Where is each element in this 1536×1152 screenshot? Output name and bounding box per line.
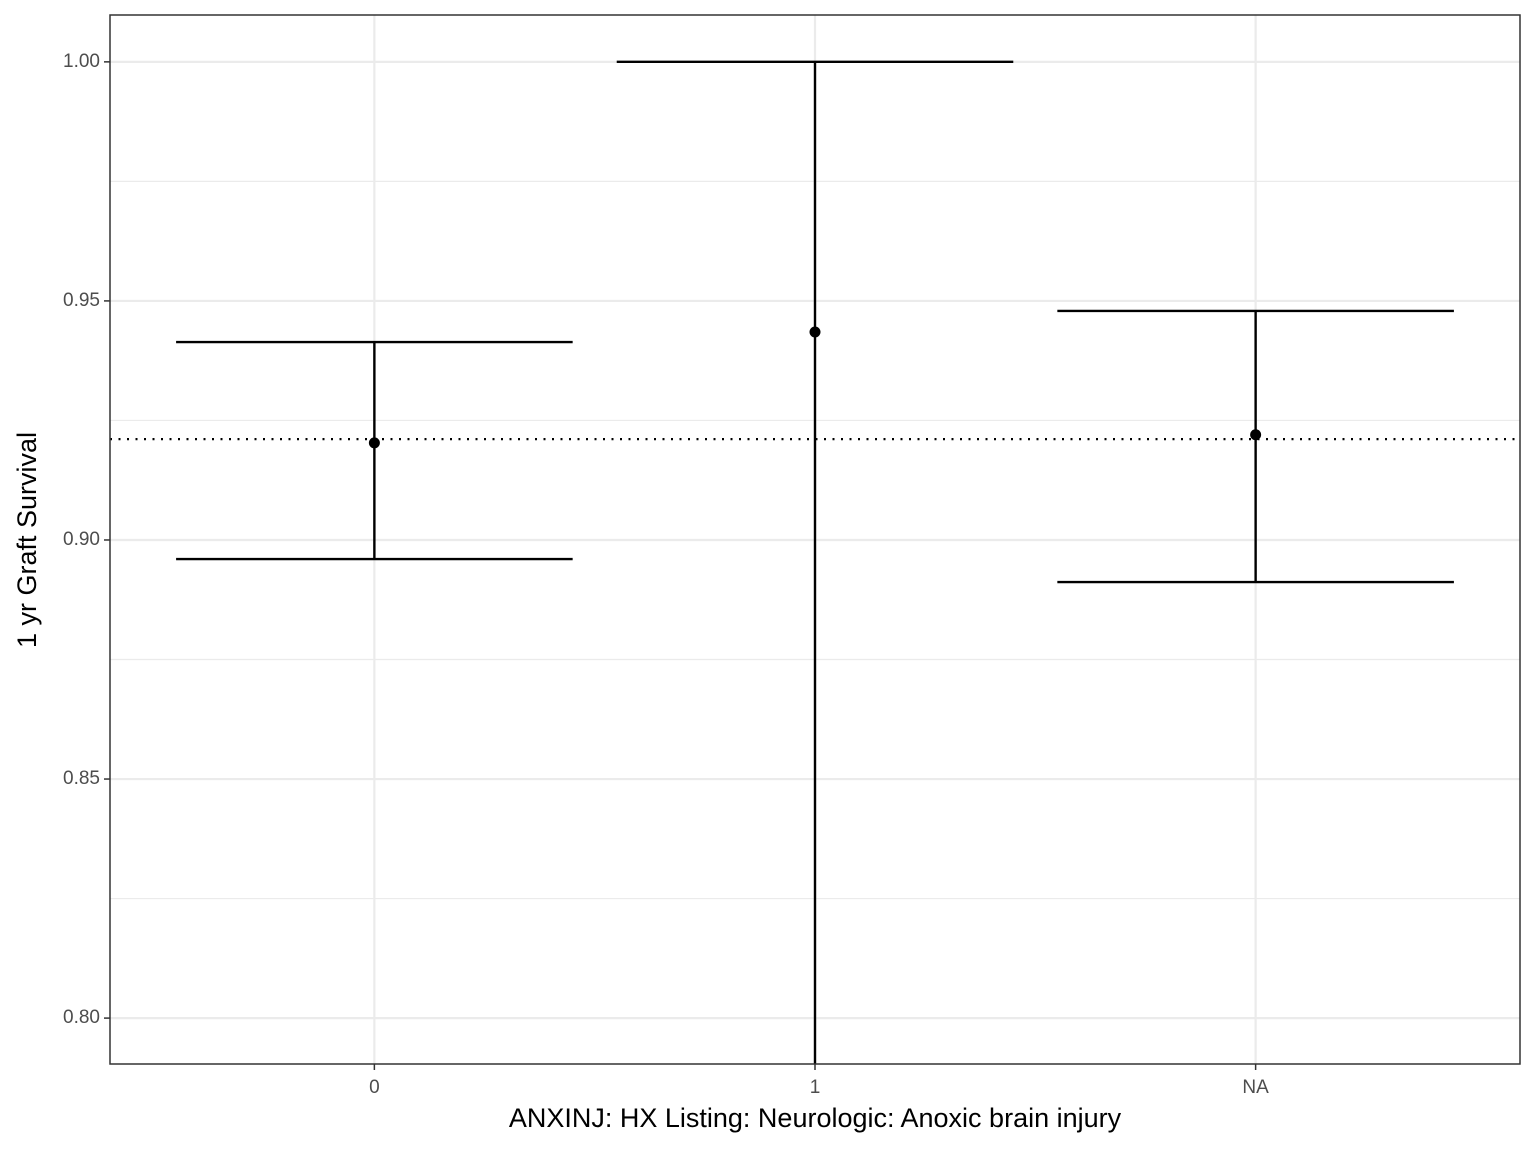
- y-tick-label: 0.90: [63, 529, 100, 550]
- y-tick-label: 1.00: [63, 51, 100, 72]
- point: [809, 326, 821, 338]
- x-tick-label: 1: [810, 1077, 821, 1098]
- y-tick-label: 0.80: [63, 1007, 100, 1028]
- point: [1250, 429, 1262, 441]
- x-tick-label: NA: [1242, 1077, 1269, 1098]
- point: [368, 437, 380, 449]
- marks: [110, 60, 1520, 1064]
- x-tick-label: 0: [369, 1077, 380, 1098]
- y-tick-label: 0.85: [63, 768, 100, 789]
- y-axis-title: 1 yr Graft Survival: [12, 432, 42, 648]
- y-tick-label: 0.95: [63, 290, 100, 311]
- x-axis-title: ANXINJ: HX Listing: Neurologic: Anoxic b…: [509, 1103, 1122, 1133]
